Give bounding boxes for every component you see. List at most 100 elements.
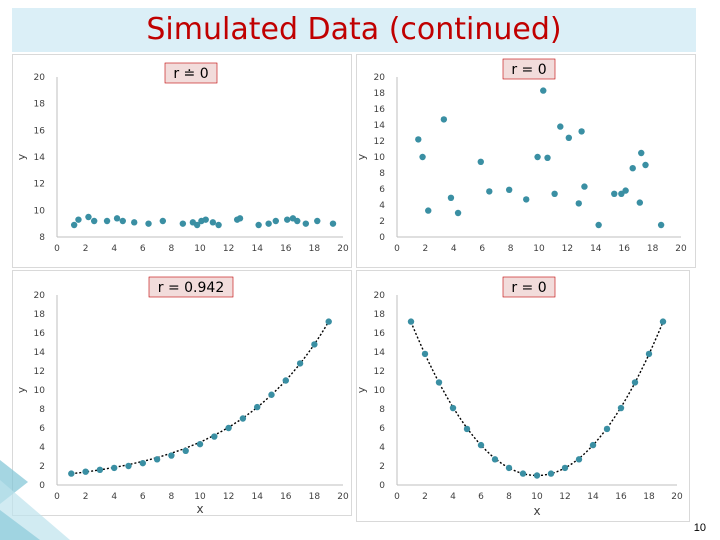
- data-point: [622, 187, 629, 194]
- y-tick-label: 20: [34, 291, 46, 301]
- data-point: [534, 153, 541, 161]
- y-tick-label: 16: [34, 126, 46, 136]
- chart-4: 0 2 4 6 8 10 12 14 16 18 20 0 2 4 6 8 10 12 14 16 18 20 y x r = …: [357, 276, 683, 518]
- data-point: [595, 221, 602, 229]
- x-tick-label: 6: [479, 244, 485, 254]
- data-point: [329, 220, 337, 227]
- data-point: [486, 188, 493, 195]
- x-tick-label: 16: [280, 492, 292, 502]
- data-point: [103, 217, 111, 225]
- x-tick-label: 12: [223, 492, 234, 502]
- x-tick-label: 4: [451, 244, 457, 254]
- y-tick-label: 18: [374, 89, 386, 99]
- x-tick-label: 0: [54, 492, 60, 502]
- data-point: [70, 221, 78, 229]
- x-tick-label: 20: [337, 244, 349, 254]
- data-point: [268, 391, 275, 398]
- x-tick-label: 10: [194, 244, 206, 254]
- data-point: [463, 425, 471, 433]
- data-point: [454, 209, 462, 217]
- data-point: [145, 220, 152, 227]
- chart-title-group: r = 0: [502, 58, 556, 80]
- data-point: [603, 425, 611, 433]
- data-point: [565, 134, 573, 141]
- data-point: [168, 452, 175, 459]
- x-tick-label: 14: [251, 244, 263, 254]
- data-point: [611, 190, 618, 197]
- data-point: [491, 456, 499, 463]
- chart-panel-2: 0 2 4 6 8 10 12 14 16 18 20 0 2 4 6 8 10 12 14 16 18 20 y r = 0: [356, 54, 696, 268]
- y-tick-label: 10: [374, 386, 386, 396]
- data-point: [284, 216, 291, 223]
- data-point: [477, 158, 484, 165]
- x-tick-label: 16: [618, 244, 630, 254]
- x-tick-label: 18: [647, 244, 659, 254]
- x-tick-label: 20: [675, 244, 687, 254]
- data-point: [68, 470, 75, 477]
- data-point: [314, 217, 321, 225]
- data-point: [159, 217, 167, 225]
- data-point: [239, 415, 247, 422]
- x-tick-label: 4: [111, 244, 117, 254]
- y-tick-label: 4: [379, 201, 385, 211]
- data-point: [540, 87, 547, 94]
- data-point: [272, 217, 279, 225]
- x-tick-label: 16: [280, 244, 292, 254]
- data-point: [325, 318, 332, 325]
- y-tick-label: 10: [34, 386, 46, 396]
- x-tick-label: 14: [251, 492, 263, 502]
- data-point: [636, 199, 644, 206]
- y-tick-label: 18: [374, 310, 386, 320]
- x-tick-label: 10: [531, 492, 543, 502]
- data-point: [255, 221, 262, 229]
- data-point: [657, 221, 665, 229]
- data-point: [533, 472, 541, 479]
- y-tick-label: 0: [39, 481, 45, 491]
- data-point: [638, 149, 645, 157]
- data-point: [113, 215, 121, 222]
- data-point: [294, 217, 301, 225]
- data-point: [557, 123, 564, 130]
- data-point: [561, 464, 569, 472]
- data-point: [182, 447, 189, 454]
- data-point: [96, 466, 104, 473]
- data-point: [311, 341, 318, 348]
- y-tick-label: 10: [374, 153, 386, 163]
- y-tick-label: 20: [374, 73, 386, 83]
- x-tick-label: 10: [533, 244, 545, 254]
- y-tick-label: 14: [34, 348, 46, 358]
- y-tick-label: 4: [39, 443, 45, 453]
- y-axis-label: y: [357, 153, 368, 160]
- x-tick-label: 2: [422, 492, 428, 502]
- y-tick-label: 18: [34, 310, 46, 320]
- data-point: [505, 186, 513, 193]
- chart-panel-3: 0 2 4 6 8 10 12 14 16 18 20 0 2 4 6 8 10 12 14 16 18 20 y x r = …: [12, 270, 352, 516]
- x-tick-label: 6: [140, 244, 146, 254]
- x-tick-label: 8: [508, 244, 514, 254]
- data-point: [629, 165, 636, 172]
- trend-curve: [410, 321, 664, 477]
- y-tick-label: 20: [34, 73, 46, 83]
- data-point: [119, 217, 126, 225]
- y-tick-label: 16: [374, 329, 386, 339]
- x-tick-label: 20: [671, 492, 683, 502]
- data-point: [631, 379, 639, 386]
- data-point: [440, 116, 448, 123]
- x-tick-label: 12: [559, 492, 570, 502]
- y-tick-label: 8: [39, 233, 45, 243]
- y-tick-label: 16: [34, 329, 46, 339]
- y-tick-label: 12: [34, 367, 45, 377]
- y-tick-label: 18: [34, 100, 46, 110]
- x-tick-label: 12: [562, 244, 573, 254]
- x-tick-label: 0: [394, 244, 400, 254]
- y-tick-label: 14: [374, 348, 386, 358]
- y-tick-label: 20: [374, 291, 386, 301]
- chart-title-box: [148, 276, 234, 298]
- trend-curve: [71, 321, 330, 475]
- data-point: [125, 462, 132, 470]
- data-point: [589, 441, 597, 449]
- chart-2: 0 2 4 6 8 10 12 14 16 18 20 0 2 4 6 8 10 12 14 16 18 20 y r = 0: [357, 58, 687, 254]
- data-point: [425, 207, 432, 214]
- y-tick-label: 12: [34, 180, 45, 190]
- data-point: [617, 404, 625, 412]
